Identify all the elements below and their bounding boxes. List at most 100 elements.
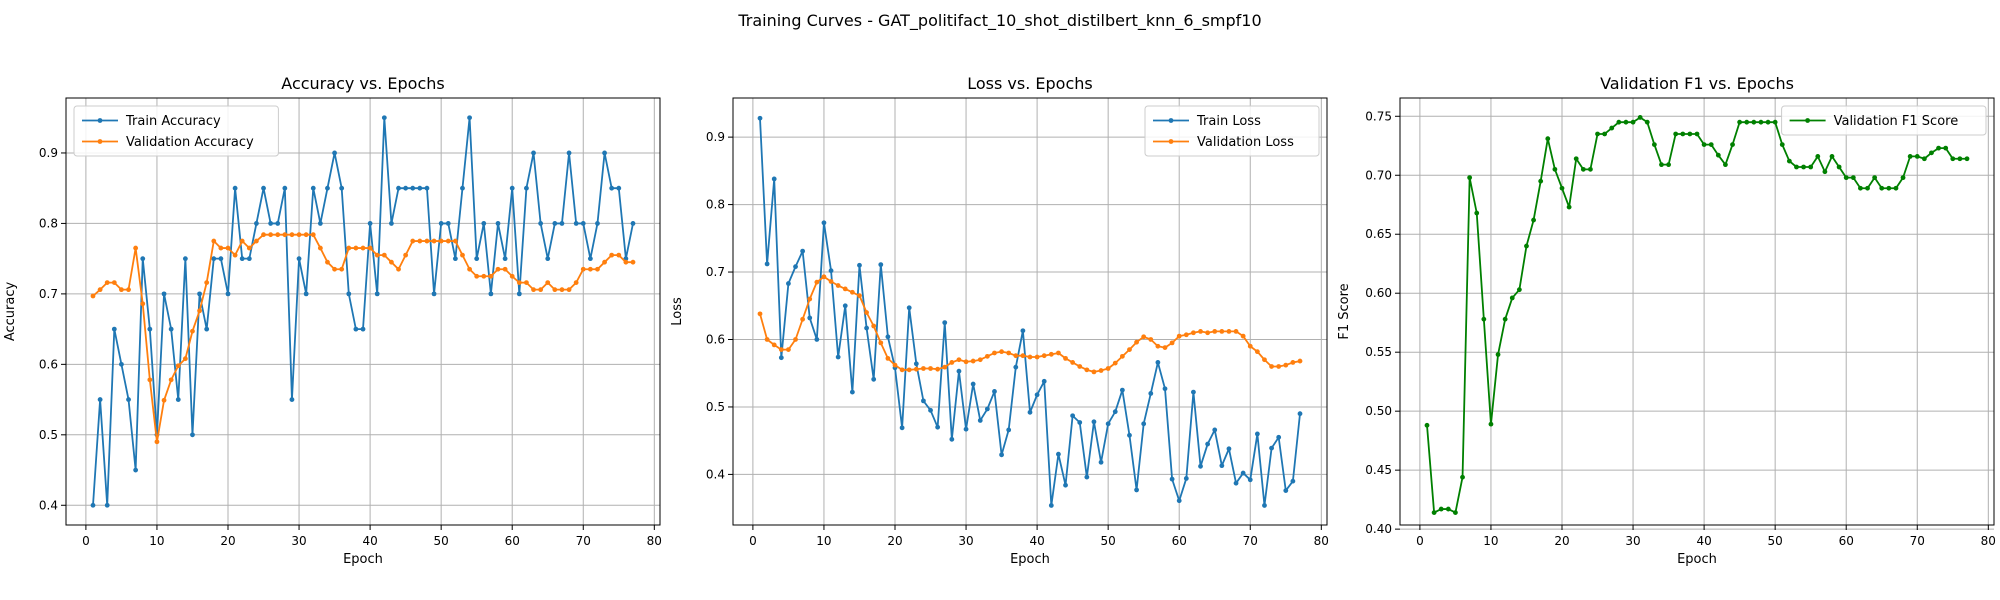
data-point [977, 418, 983, 423]
data-point [1063, 355, 1068, 361]
axes-frame [65, 97, 661, 526]
data-point [1630, 119, 1636, 125]
data-point [1233, 480, 1239, 486]
data-point [828, 268, 834, 274]
data-point [1269, 445, 1274, 451]
data-point [190, 432, 195, 438]
x-tick-label: 50 [1768, 534, 1783, 548]
data-point [1453, 510, 1458, 516]
x-tick-label: 50 [1101, 534, 1116, 548]
data-point [1822, 169, 1828, 175]
data-point [1872, 175, 1878, 181]
data-point [1127, 347, 1132, 353]
data-point [516, 291, 522, 297]
data-point [566, 150, 572, 156]
data-point [474, 256, 480, 262]
data-point [268, 232, 274, 238]
data-point [310, 185, 316, 191]
data-point [871, 323, 877, 329]
data-point [410, 238, 416, 244]
data-point [119, 287, 124, 293]
data-point [977, 357, 983, 363]
data-point [956, 368, 962, 374]
data-point [1438, 506, 1444, 512]
data-point [1516, 287, 1522, 293]
chart-panel-3: 0 10 20 30 40 50 60 70 80 0.40 0.45 0.50 0.55 0.60 0.6… [1337, 74, 1996, 567]
x-tick-label: 50 [434, 534, 449, 548]
data-point [1623, 119, 1629, 125]
data-point [800, 316, 806, 322]
data-point [573, 221, 579, 226]
data-point [445, 221, 451, 226]
data-point [1027, 409, 1033, 415]
data-point [623, 259, 629, 265]
data-point [254, 221, 259, 226]
data-point [1297, 411, 1303, 417]
data-point [1141, 334, 1147, 340]
legend-box [73, 105, 279, 157]
data-point [1751, 119, 1757, 125]
data-point [126, 397, 131, 402]
chart-panels: 0 10 20 30 40 50 60 70 80 0.4 0.5 0.6 0.7 0.8 0.9 Accur… [3, 74, 1996, 567]
data-point [1056, 350, 1061, 356]
data-point [1233, 329, 1239, 334]
data-point [1226, 446, 1232, 452]
data-point [403, 252, 409, 258]
data-point [396, 266, 401, 272]
data-point [1013, 364, 1019, 370]
data-point [1134, 339, 1139, 345]
data-point [1843, 175, 1849, 181]
data-point [346, 245, 352, 251]
data-point [524, 280, 529, 286]
data-point [764, 261, 770, 267]
data-point [1141, 421, 1147, 427]
chart-title: Loss vs. Epochs [967, 74, 1092, 93]
x-axis-label: Epoch [1677, 552, 1717, 567]
x-tick-label: 0 [82, 534, 90, 548]
data-point [757, 115, 763, 121]
data-point [1460, 474, 1465, 480]
data-point [1929, 150, 1934, 156]
data-point [1957, 156, 1963, 162]
data-point [1034, 392, 1040, 398]
data-point [906, 305, 912, 311]
data-point [168, 377, 174, 383]
data-point [800, 248, 806, 254]
data-point [495, 221, 501, 226]
data-point [1247, 343, 1253, 349]
data-point [1084, 474, 1090, 480]
data-point [1488, 421, 1494, 427]
data-point [1276, 364, 1282, 369]
x-tick-label: 80 [1314, 534, 1329, 548]
y-tick-label: 0.75 [1365, 109, 1392, 123]
data-point [310, 232, 316, 238]
series-train-accuracy [90, 115, 636, 508]
axes-frame [1399, 97, 1995, 526]
data-point [1176, 498, 1182, 504]
data-point [778, 355, 784, 361]
data-point [360, 245, 366, 251]
data-point [1240, 470, 1246, 476]
x-tick-label: 60 [1839, 534, 1854, 548]
data-point [182, 256, 188, 262]
data-point [389, 259, 394, 265]
data-point [1219, 329, 1225, 334]
axes-frame [732, 97, 1328, 526]
data-point [1730, 142, 1735, 147]
data-point [999, 452, 1004, 458]
data-point [1701, 142, 1707, 147]
data-point [1205, 330, 1211, 336]
data-point [1212, 329, 1218, 334]
data-point [296, 256, 302, 262]
y-tick-label: 0.7 [39, 287, 58, 301]
data-point [1198, 463, 1203, 469]
data-point [1893, 185, 1899, 191]
data-point [332, 150, 337, 156]
data-point [935, 424, 941, 430]
x-axis-label: Epoch [343, 552, 383, 567]
data-point [949, 360, 955, 365]
data-point [1219, 463, 1225, 469]
data-point [481, 273, 487, 279]
